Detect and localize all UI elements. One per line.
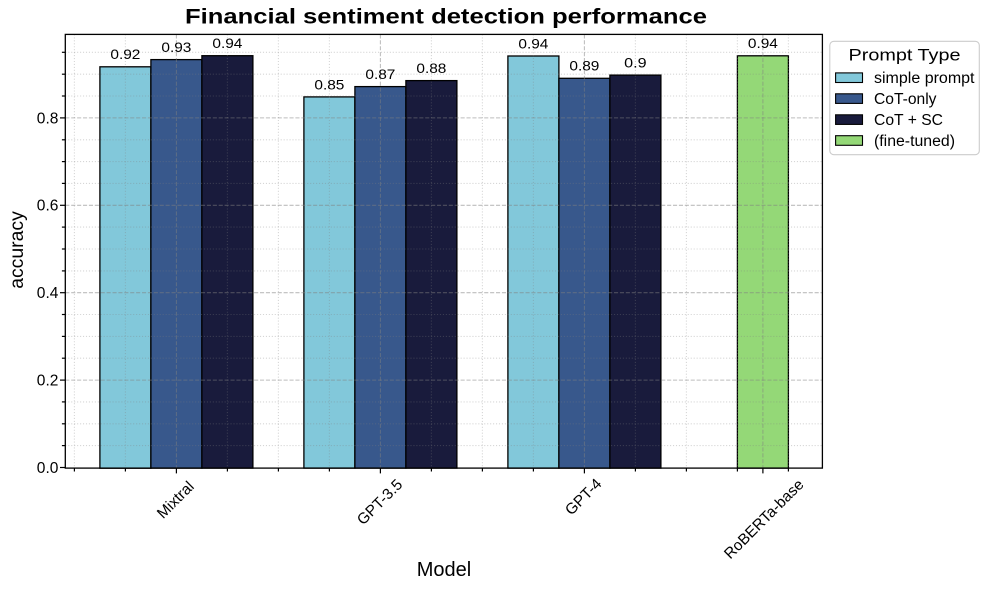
svg-text:0.88: 0.88 <box>416 60 446 76</box>
svg-text:0.92: 0.92 <box>110 46 140 62</box>
svg-text:0.8: 0.8 <box>37 110 59 127</box>
svg-text:CoT-only: CoT-only <box>874 91 937 108</box>
svg-text:0.6: 0.6 <box>37 198 59 215</box>
svg-text:simple prompt: simple prompt <box>874 70 975 87</box>
svg-text:0.9: 0.9 <box>624 55 647 71</box>
svg-text:0.89: 0.89 <box>569 58 599 74</box>
svg-text:0.94: 0.94 <box>518 35 548 51</box>
svg-text:0.93: 0.93 <box>161 39 191 55</box>
svg-text:CoT + SC: CoT + SC <box>874 112 943 129</box>
svg-text:0.2: 0.2 <box>37 373 59 390</box>
svg-text:(fine-tuned): (fine-tuned) <box>874 133 955 150</box>
svg-text:Prompt Type: Prompt Type <box>849 45 961 64</box>
svg-text:0.85: 0.85 <box>314 76 344 92</box>
svg-text:0.87: 0.87 <box>365 66 395 82</box>
svg-text:Financial sentiment detection: Financial sentiment detection performanc… <box>185 6 707 29</box>
svg-text:0.4: 0.4 <box>37 285 59 302</box>
svg-text:accuracy: accuracy <box>6 211 28 289</box>
svg-text:0.94: 0.94 <box>212 35 242 51</box>
svg-text:Model: Model <box>417 559 471 581</box>
svg-text:0.0: 0.0 <box>37 460 59 477</box>
svg-text:0.94: 0.94 <box>748 35 778 51</box>
